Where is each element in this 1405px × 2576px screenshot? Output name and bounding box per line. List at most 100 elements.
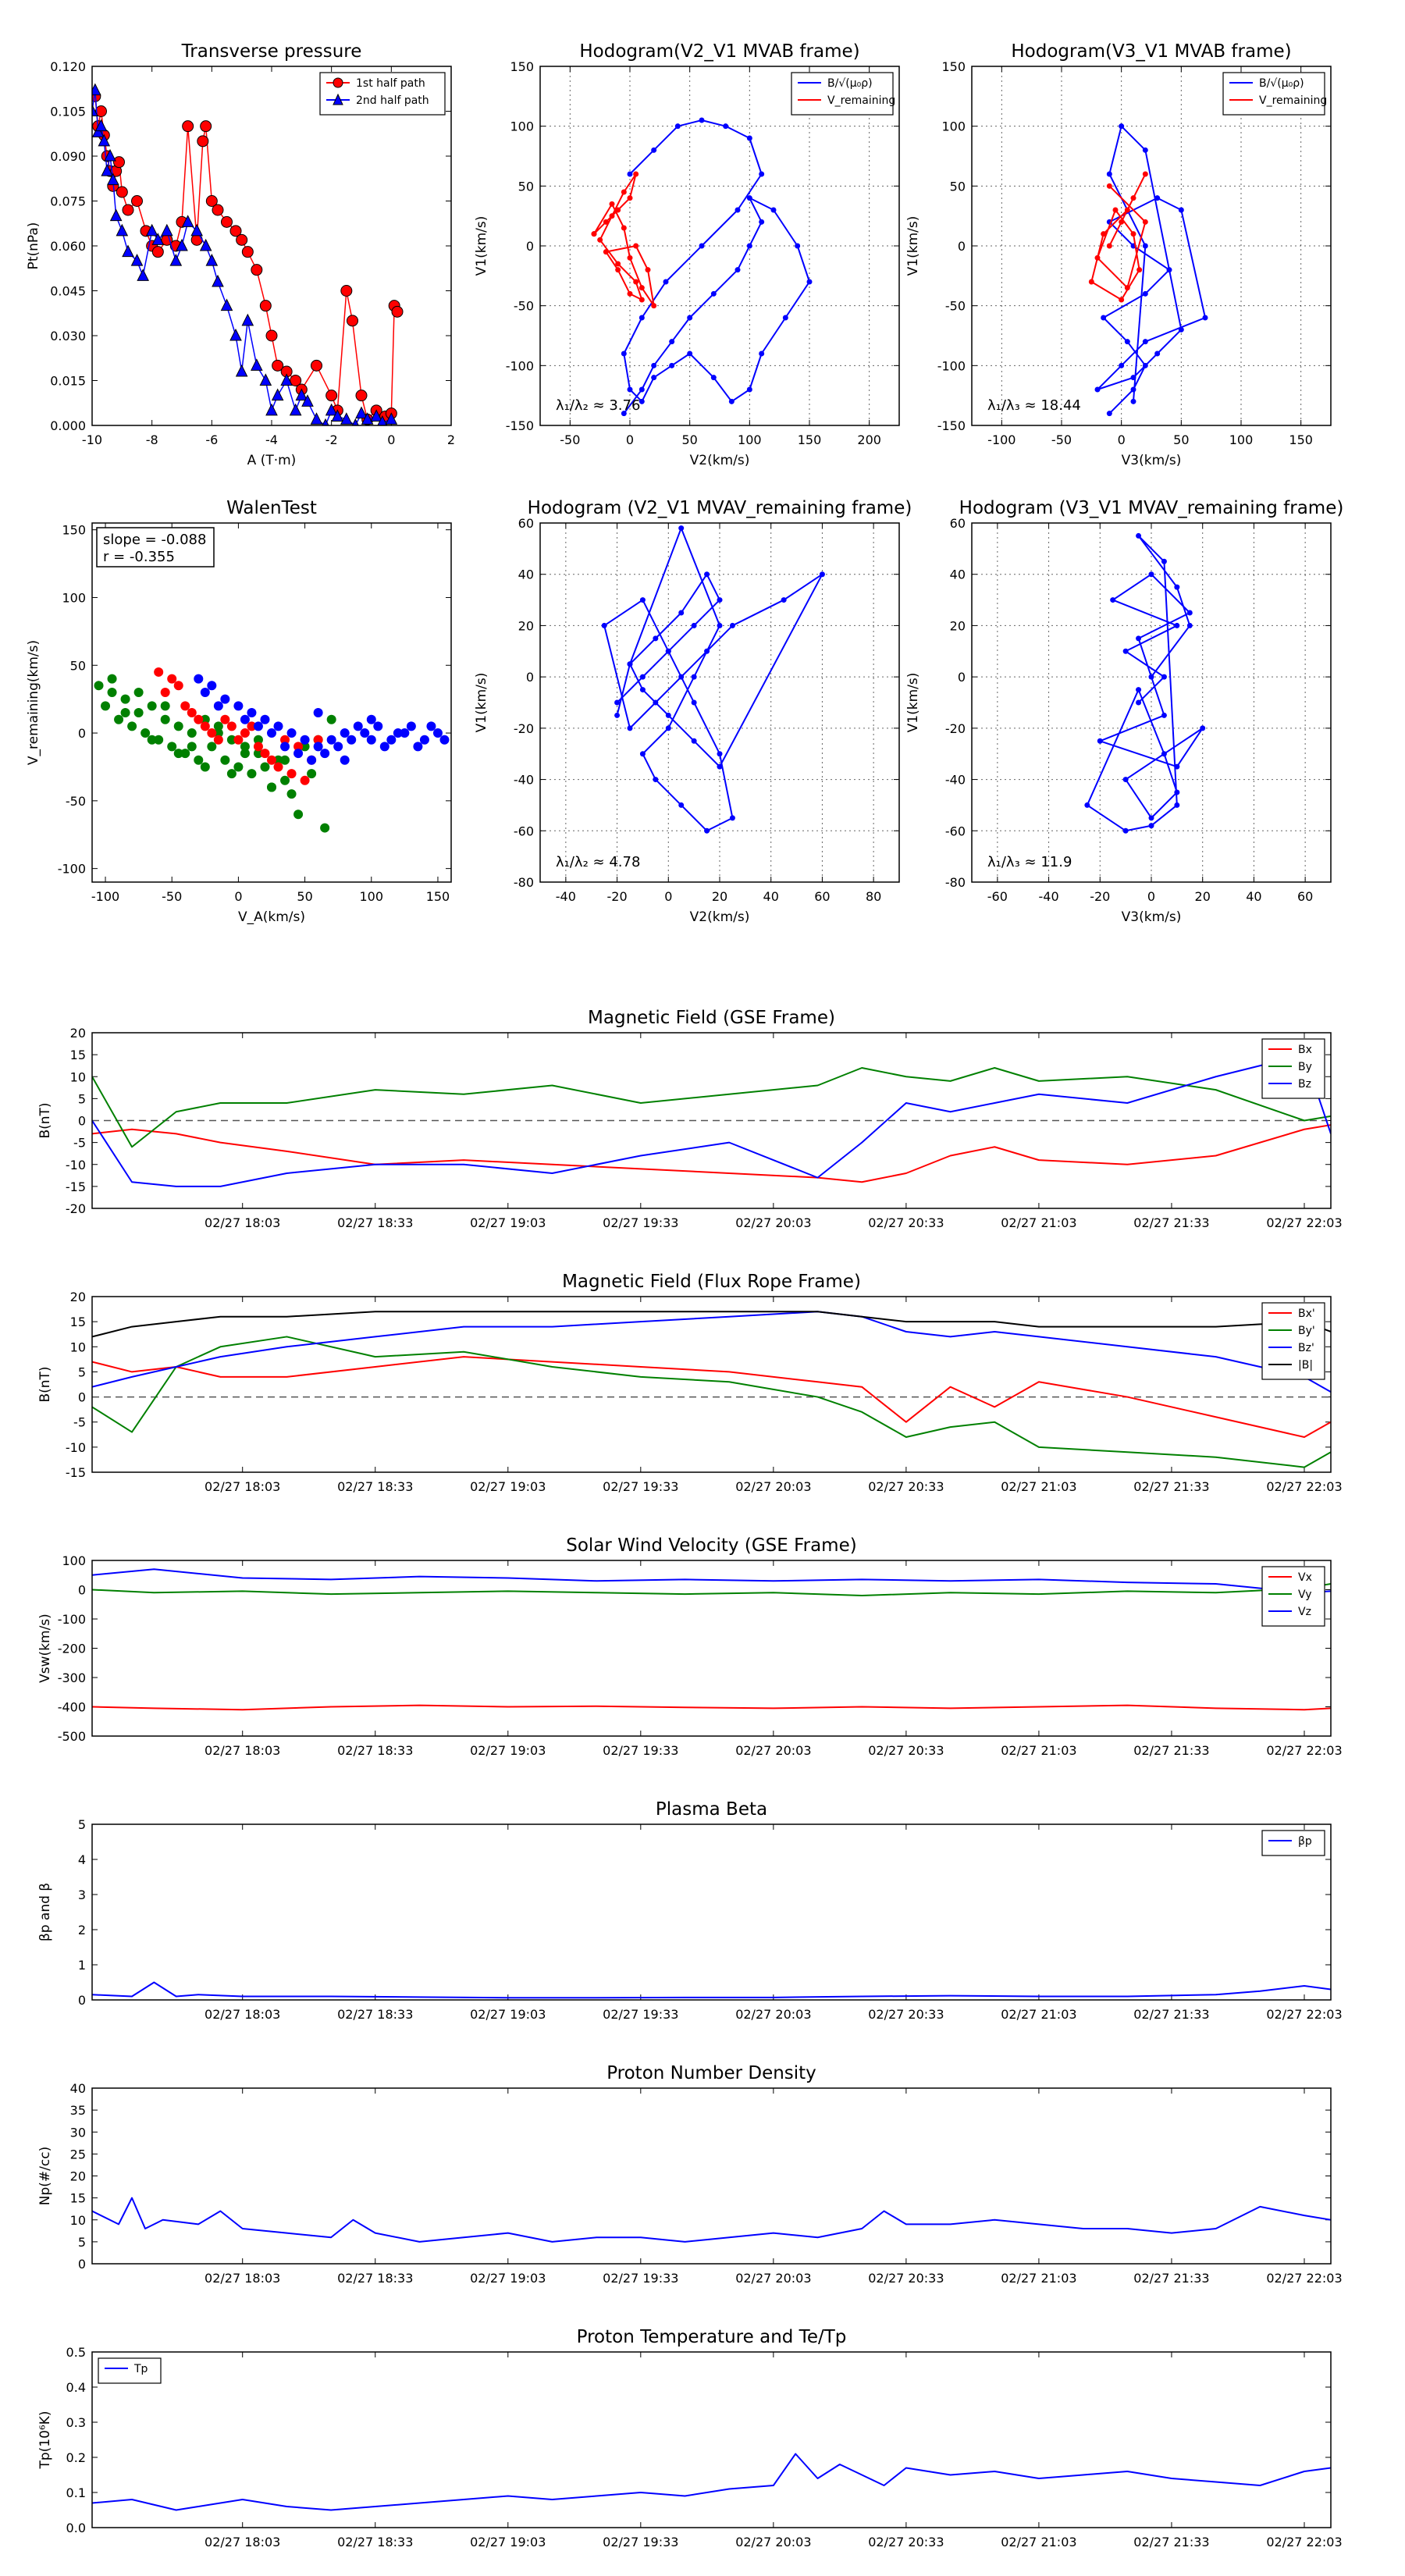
series-line-bgse-0 bbox=[92, 1124, 1331, 1183]
x-tick-label: 02/27 18:03 bbox=[205, 1743, 280, 1758]
data-point bbox=[391, 305, 404, 318]
data-point bbox=[1106, 183, 1112, 189]
data-point bbox=[114, 714, 124, 724]
data-point bbox=[439, 735, 450, 745]
data-point bbox=[151, 246, 164, 258]
y-axis-label: B(nT) bbox=[37, 1366, 53, 1402]
y-tick-label: -20 bbox=[66, 1201, 86, 1216]
data-point bbox=[609, 201, 615, 207]
data-point bbox=[313, 735, 323, 745]
x-tick-label: 02/27 19:33 bbox=[603, 1743, 678, 1758]
x-tick-label: 80 bbox=[866, 889, 881, 904]
data-point bbox=[1202, 315, 1208, 321]
data-point bbox=[1148, 571, 1154, 578]
data-point bbox=[627, 661, 633, 667]
plot-frame bbox=[539, 66, 900, 426]
data-point bbox=[1174, 789, 1180, 795]
y-tick-label: -15 bbox=[66, 1179, 86, 1194]
data-point bbox=[1124, 285, 1130, 291]
y-tick-label: 60 bbox=[518, 516, 534, 531]
data-point bbox=[325, 403, 338, 416]
data-point bbox=[273, 721, 283, 731]
x-tick-label: 0 bbox=[1118, 432, 1126, 447]
data-point bbox=[377, 415, 388, 425]
data-point bbox=[340, 412, 353, 425]
data-point bbox=[704, 648, 710, 654]
y-tick-label: 5 bbox=[78, 1091, 86, 1106]
data-point bbox=[190, 233, 203, 246]
data-point bbox=[286, 789, 297, 799]
data-point bbox=[639, 674, 646, 680]
series-group bbox=[1084, 532, 1206, 834]
x-axis-label: V2(km/s) bbox=[690, 909, 750, 925]
data-point bbox=[267, 782, 276, 792]
data-point bbox=[160, 714, 170, 724]
data-point bbox=[340, 285, 353, 297]
data-point bbox=[1186, 610, 1193, 616]
data-point bbox=[101, 701, 111, 711]
data-point bbox=[205, 195, 218, 207]
data-point bbox=[247, 708, 257, 718]
data-point bbox=[651, 147, 657, 153]
data-point bbox=[1142, 243, 1148, 249]
data-point bbox=[1148, 823, 1154, 829]
data-point bbox=[311, 359, 322, 372]
data-point bbox=[340, 755, 350, 765]
data-point bbox=[597, 237, 603, 243]
x-tick-label: 02/27 19:33 bbox=[603, 2271, 678, 2286]
data-point bbox=[687, 350, 693, 357]
data-point bbox=[131, 195, 143, 207]
x-tick-label: 0 bbox=[1147, 889, 1155, 904]
data-point bbox=[665, 648, 671, 654]
data-point bbox=[322, 418, 329, 425]
data-point bbox=[819, 571, 825, 578]
data-point bbox=[627, 725, 633, 731]
data-point bbox=[638, 315, 645, 321]
data-point bbox=[1142, 339, 1148, 345]
data-point bbox=[746, 243, 752, 249]
data-point bbox=[627, 195, 633, 201]
data-point bbox=[1106, 243, 1112, 249]
data-point bbox=[197, 135, 209, 148]
data-point bbox=[109, 208, 123, 222]
data-point bbox=[326, 735, 336, 745]
y-tick-label: 0.090 bbox=[50, 149, 86, 164]
data-point bbox=[251, 264, 263, 276]
data-point bbox=[1136, 267, 1143, 273]
y-tick-label: 15 bbox=[70, 2191, 86, 2206]
data-point bbox=[233, 701, 244, 711]
y-tick-label: 0 bbox=[526, 239, 534, 254]
y-tick-label: -100 bbox=[58, 862, 86, 877]
data-point bbox=[1106, 171, 1112, 177]
x-tick-label: 40 bbox=[763, 889, 779, 904]
y-tick-label: 20 bbox=[70, 1026, 86, 1041]
x-tick-label: -50 bbox=[1051, 432, 1072, 447]
data-point bbox=[140, 728, 151, 738]
x-tick-label: -20 bbox=[1090, 889, 1110, 904]
x-tick-label: 02/27 21:03 bbox=[1001, 2535, 1076, 2549]
legend-label: Bz' bbox=[1298, 1342, 1314, 1354]
data-point bbox=[621, 189, 627, 195]
series-group bbox=[1088, 123, 1208, 417]
data-point bbox=[759, 171, 765, 177]
data-point bbox=[614, 712, 621, 718]
y-tick-label: 20 bbox=[518, 618, 534, 633]
data-point bbox=[120, 694, 130, 704]
y-tick-label: 50 bbox=[518, 179, 534, 194]
y-tick-label: 60 bbox=[950, 516, 966, 531]
plot-frame bbox=[91, 2087, 1332, 2265]
data-point bbox=[1119, 123, 1125, 130]
x-tick-label: 02/27 19:03 bbox=[470, 2271, 546, 2286]
x-tick-label: 02/27 20:03 bbox=[735, 1743, 811, 1758]
data-point bbox=[1148, 815, 1154, 821]
chart-title: Transverse pressure bbox=[181, 41, 362, 62]
data-point bbox=[267, 728, 276, 738]
x-tick-label: 02/27 21:03 bbox=[1001, 2271, 1076, 2286]
data-point bbox=[603, 249, 609, 255]
data-point bbox=[351, 418, 359, 425]
legend-box bbox=[791, 72, 894, 116]
series-line-tpk-0 bbox=[92, 2453, 1331, 2511]
data-point bbox=[653, 699, 659, 706]
y-tick-label: 0.105 bbox=[50, 105, 86, 119]
